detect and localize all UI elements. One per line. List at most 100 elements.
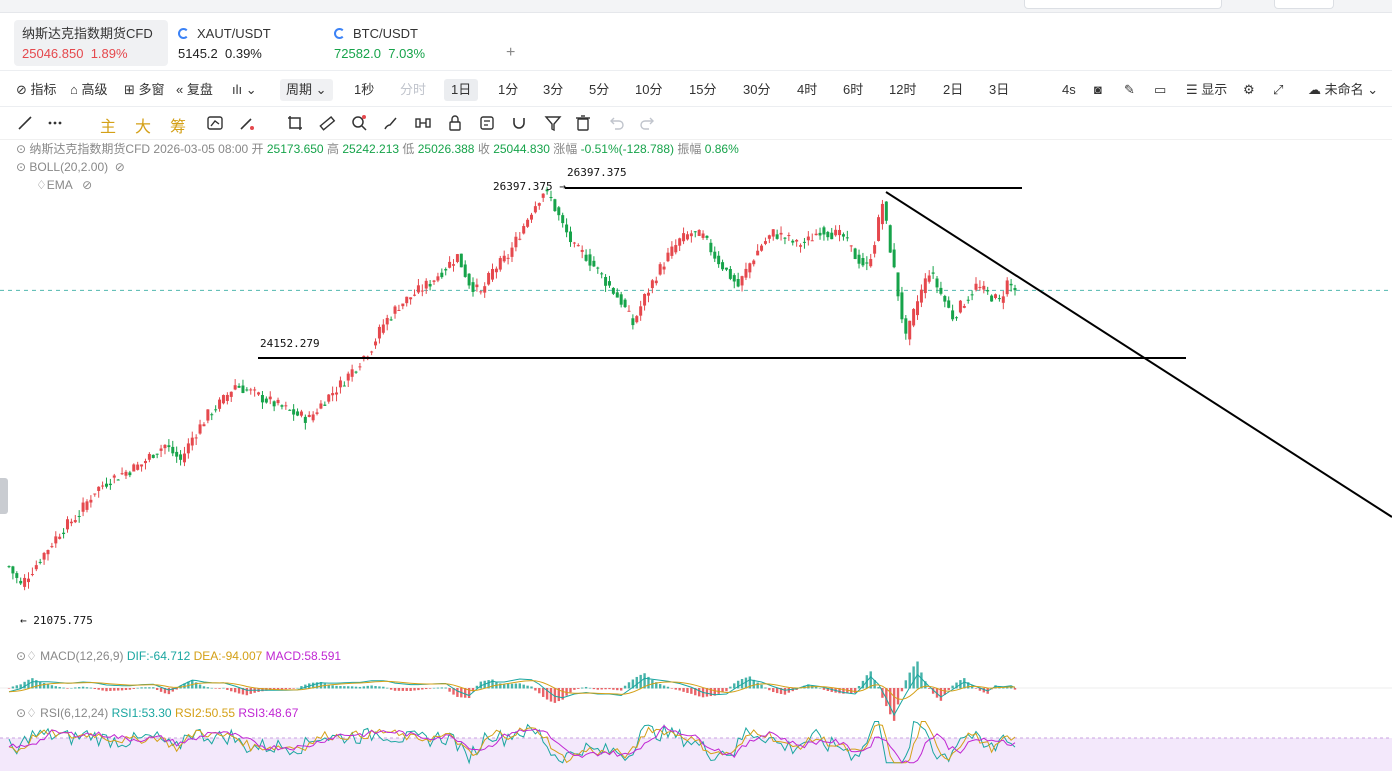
chart-type-button[interactable]: ılı ⌄ — [232, 81, 257, 99]
macd-histogram-bar — [931, 688, 935, 694]
fullscreen-icon[interactable]: ⤢ — [1273, 82, 1284, 97]
collapse-icon[interactable]: ⊙ — [16, 142, 27, 156]
ema-indicator-line[interactable]: ♢EMA ⊘ — [36, 177, 92, 193]
candle-body — [740, 276, 744, 286]
interval-5m[interactable]: 5分 — [589, 82, 610, 97]
rsi-line-1 — [8, 720, 1016, 765]
layout-dropdown[interactable]: ☁ 未命名 ⌄ — [1308, 82, 1379, 97]
tab-btc[interactable]: BTC/USDT 72582.0 7.03% — [326, 20, 486, 66]
ruler-icon[interactable] — [317, 113, 337, 133]
candle-body — [514, 236, 518, 248]
collapse-icon[interactable]: ⊙ — [16, 160, 27, 174]
macd-histogram-bar — [89, 687, 93, 689]
redo-icon[interactable] — [638, 113, 658, 133]
lock-icon[interactable] — [445, 113, 465, 133]
symbol-tabs: 纳斯达克指数期货CFD 25046.850 1.89% XAUT/USDT 51… — [0, 14, 1392, 71]
eye-hidden-icon[interactable]: ⊘ — [75, 178, 93, 192]
trendline-tool-icon[interactable] — [15, 113, 35, 133]
top-search-pill[interactable] — [1024, 0, 1222, 9]
tab-nasdaq[interactable]: 纳斯达克指数期货CFD 25046.850 1.89% — [14, 20, 168, 66]
template-icon[interactable] — [477, 113, 497, 133]
macd-histogram-bar — [42, 682, 46, 689]
candle-pattern-icon[interactable] — [413, 113, 433, 133]
interval-1d[interactable]: 1日 — [444, 79, 479, 101]
more-icon[interactable] — [45, 113, 65, 133]
candle-body — [354, 371, 358, 373]
zoom-icon[interactable] — [349, 113, 369, 133]
collapse-icon[interactable]: ⊙ — [16, 706, 27, 720]
interval-15m[interactable]: 15分 — [689, 82, 717, 97]
trash-icon[interactable] — [573, 113, 593, 133]
boll-indicator-line[interactable]: ⊙ BOLL(20,2.00) ⊘ — [16, 159, 125, 175]
tab-price: 72582.0 7.03% — [334, 46, 426, 61]
camera-icon[interactable]: ◙ — [1094, 82, 1102, 97]
refresh-interval[interactable]: 4s — [1062, 82, 1076, 97]
candle-body — [916, 301, 920, 316]
advanced-button[interactable]: ⌂ 高级 — [70, 82, 108, 97]
candle-body — [830, 232, 834, 240]
eye-hidden-icon[interactable]: ⊘ — [111, 160, 125, 174]
macd-histogram-bar — [226, 688, 229, 690]
display-button[interactable]: ☰ 显示 — [1186, 82, 1228, 97]
interval-3d[interactable]: 3日 — [989, 82, 1010, 97]
side-panel-toggle[interactable] — [0, 478, 8, 514]
interval-timeshare[interactable]: 分时 — [400, 82, 427, 97]
magnet-icon[interactable] — [509, 113, 529, 133]
candle-body — [147, 453, 151, 460]
filter-icon[interactable] — [543, 113, 563, 133]
kline-chart[interactable]: 26397.375 →26397.375 24152.279 ← 21075.775 — [0, 140, 1392, 771]
big-order-button[interactable]: 大 — [135, 119, 152, 136]
crop-tool-icon[interactable] — [285, 113, 305, 133]
candle-body — [413, 294, 417, 296]
macd-histogram-bar — [487, 680, 490, 689]
interval-30m[interactable]: 30分 — [743, 82, 771, 97]
collapse-icon[interactable]: ⊙ — [16, 649, 27, 663]
note-icon[interactable]: ▭ — [1154, 82, 1167, 97]
interval-12h[interactable]: 12时 — [889, 82, 917, 97]
candle-body — [838, 229, 842, 236]
multi-window-button[interactable]: ⊞ 多窗 — [124, 82, 165, 97]
top-account-pill[interactable] — [1274, 0, 1334, 9]
magic-draw-icon[interactable] — [237, 113, 257, 133]
brush-icon[interactable] — [381, 113, 401, 133]
interval-3m[interactable]: 3分 — [543, 82, 564, 97]
replay-button[interactable]: « 复盘 — [176, 82, 213, 97]
pen-icon[interactable]: ✎ — [1124, 82, 1135, 97]
interval-1m[interactable]: 1分 — [498, 82, 519, 97]
settings-gear-icon[interactable]: ⚙ — [1243, 82, 1255, 97]
main-indicator-button[interactable]: 主 — [100, 119, 117, 136]
indicator-button[interactable]: ⊘ 指标 — [16, 82, 57, 97]
macd-histogram-bar — [148, 687, 151, 689]
macd-histogram-bar — [300, 686, 303, 689]
replay-icon: « — [176, 82, 184, 97]
macd-histogram-bar — [105, 688, 108, 692]
candle-body — [487, 272, 491, 285]
interval-2d[interactable]: 2日 — [943, 82, 964, 97]
interval-6h[interactable]: 6时 — [843, 82, 864, 97]
macd-histogram-bar — [311, 682, 315, 689]
macd-histogram-bar — [218, 688, 221, 689]
tab-xaut[interactable]: XAUT/USDT 5145.2 0.39% — [170, 20, 320, 66]
candle-body — [662, 266, 666, 270]
macd-histogram-bar — [171, 688, 174, 692]
candle-body — [670, 246, 674, 256]
auto-draw-icon[interactable] — [205, 113, 225, 133]
macd-histogram-bar — [510, 683, 514, 689]
interval-10m[interactable]: 10分 — [635, 82, 663, 97]
candle-body — [77, 515, 81, 517]
macd-histogram-bar — [136, 687, 139, 689]
undo-icon[interactable] — [606, 113, 626, 133]
add-tab-button[interactable]: + — [506, 44, 516, 61]
macd-histogram-bar — [144, 687, 147, 689]
high-price-top-label: 26397.375 — [567, 166, 627, 179]
candle-body — [592, 260, 596, 267]
macd-histogram-bar — [764, 687, 767, 689]
interval-4h[interactable]: 4时 — [797, 82, 818, 97]
period-dropdown[interactable]: 周期 ⌄ — [280, 79, 333, 101]
macd-histogram-bar — [982, 688, 986, 693]
macd-histogram-bar — [54, 686, 57, 689]
interval-1s[interactable]: 1秒 — [354, 82, 375, 97]
candle-body — [674, 245, 678, 253]
chip-distribution-button[interactable]: 筹 — [170, 119, 187, 136]
macd-histogram-bar — [857, 686, 861, 689]
